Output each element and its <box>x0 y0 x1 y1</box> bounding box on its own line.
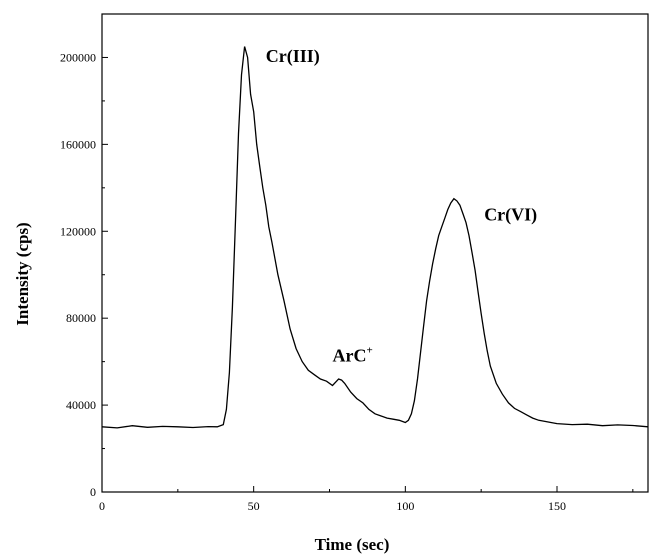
x-tick-label: 0 <box>99 499 105 513</box>
x-tick-label: 100 <box>396 499 414 513</box>
series-line <box>101 46 649 429</box>
y-tick-label: 200000 <box>60 50 96 64</box>
peak-label: Cr(III) <box>266 46 320 67</box>
y-axis-ticks: 0 40000 80000 120000 160000 200000 <box>60 50 108 499</box>
y-tick-label: 40000 <box>66 398 96 412</box>
plot-frame <box>101 13 649 493</box>
x-axis-title: Time (sec) <box>315 535 390 554</box>
y-tick-label: 160000 <box>60 137 96 151</box>
peak-label: ArC+ <box>333 345 373 366</box>
plot-border <box>101 13 649 493</box>
x-axis-ticks: 0 50 100 150 <box>99 486 634 513</box>
y-tick-label: 120000 <box>60 224 96 238</box>
annotations: Cr(III) ArC+ Cr(VI) <box>266 46 537 366</box>
y-axis-title: Intensity (cps) <box>13 222 32 325</box>
peak-label: Cr(VI) <box>484 204 537 225</box>
x-tick-label: 50 <box>248 499 260 513</box>
x-tick-label: 150 <box>548 499 566 513</box>
y-tick-label: 80000 <box>66 311 96 325</box>
y-tick-label: 0 <box>90 485 96 499</box>
